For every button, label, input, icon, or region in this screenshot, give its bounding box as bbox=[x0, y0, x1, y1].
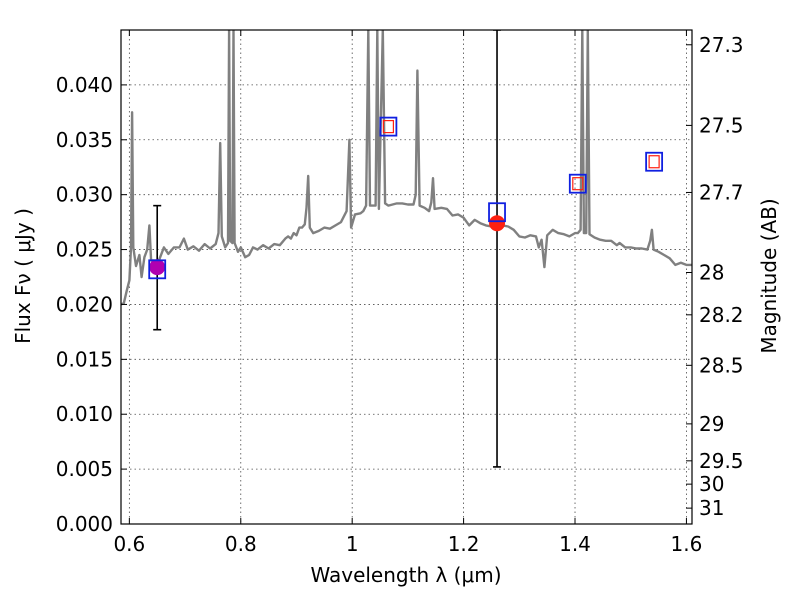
y-tick-label: 0.025 bbox=[56, 238, 113, 262]
x-axis-label: Wavelength λ (μm) bbox=[310, 563, 501, 587]
right-tick-label: 29.5 bbox=[699, 449, 744, 473]
model-inner-square bbox=[648, 155, 660, 169]
spectrum bbox=[121, 30, 692, 306]
y-tick-label: 0.040 bbox=[56, 73, 113, 97]
plot-frame bbox=[120, 29, 693, 525]
x-tick-label: 1 bbox=[346, 532, 359, 556]
right-tick-label: 30 bbox=[699, 472, 724, 496]
photometry-point bbox=[489, 215, 506, 232]
model-square bbox=[568, 173, 587, 194]
right-tick-label: 27.7 bbox=[699, 180, 744, 204]
y-tick-label: 0.015 bbox=[56, 347, 113, 371]
model-square bbox=[488, 202, 506, 223]
y-tick-label: 0.000 bbox=[56, 512, 113, 536]
y-axis-label: Flux Fν ( μJy ) bbox=[11, 208, 35, 344]
model-inner-square bbox=[382, 120, 394, 134]
right-tick-label: 28.5 bbox=[699, 353, 744, 377]
x-tick-label: 1.4 bbox=[559, 532, 591, 556]
photometry-point bbox=[149, 259, 166, 276]
right-tick-label: 31 bbox=[699, 496, 724, 520]
right-tick-label: 28.2 bbox=[699, 303, 744, 327]
x-tick-label: 1.6 bbox=[671, 532, 703, 556]
model-square bbox=[379, 116, 398, 137]
grid bbox=[121, 30, 692, 524]
y-tick-label: 0.005 bbox=[56, 457, 113, 481]
y-tick-label: 0.030 bbox=[56, 183, 113, 207]
right-tick-label: 27.5 bbox=[699, 113, 744, 137]
right-axis-label: Magnitude (AB) bbox=[757, 198, 781, 353]
model-inner-square bbox=[572, 177, 584, 191]
y-tick-label: 0.035 bbox=[56, 128, 113, 152]
spectrum-line bbox=[121, 30, 692, 306]
model-square bbox=[645, 151, 664, 172]
x-tick-label: 0.8 bbox=[225, 532, 257, 556]
ticks: 0.6 0.8 1 1.2 1.4 1.6 0.000 0.005 0.010 0.015 0.02… bbox=[56, 30, 744, 556]
right-tick-label: 28 bbox=[699, 260, 724, 284]
y-tick-label: 0.020 bbox=[56, 292, 113, 316]
y-tick-label: 0.010 bbox=[56, 402, 113, 426]
model-square bbox=[148, 259, 167, 280]
right-tick-label: 27.3 bbox=[699, 33, 744, 57]
x-tick-label: 0.6 bbox=[113, 532, 145, 556]
x-tick-label: 1.2 bbox=[448, 532, 480, 556]
markers bbox=[148, 30, 664, 468]
right-tick-label: 29 bbox=[699, 412, 724, 436]
